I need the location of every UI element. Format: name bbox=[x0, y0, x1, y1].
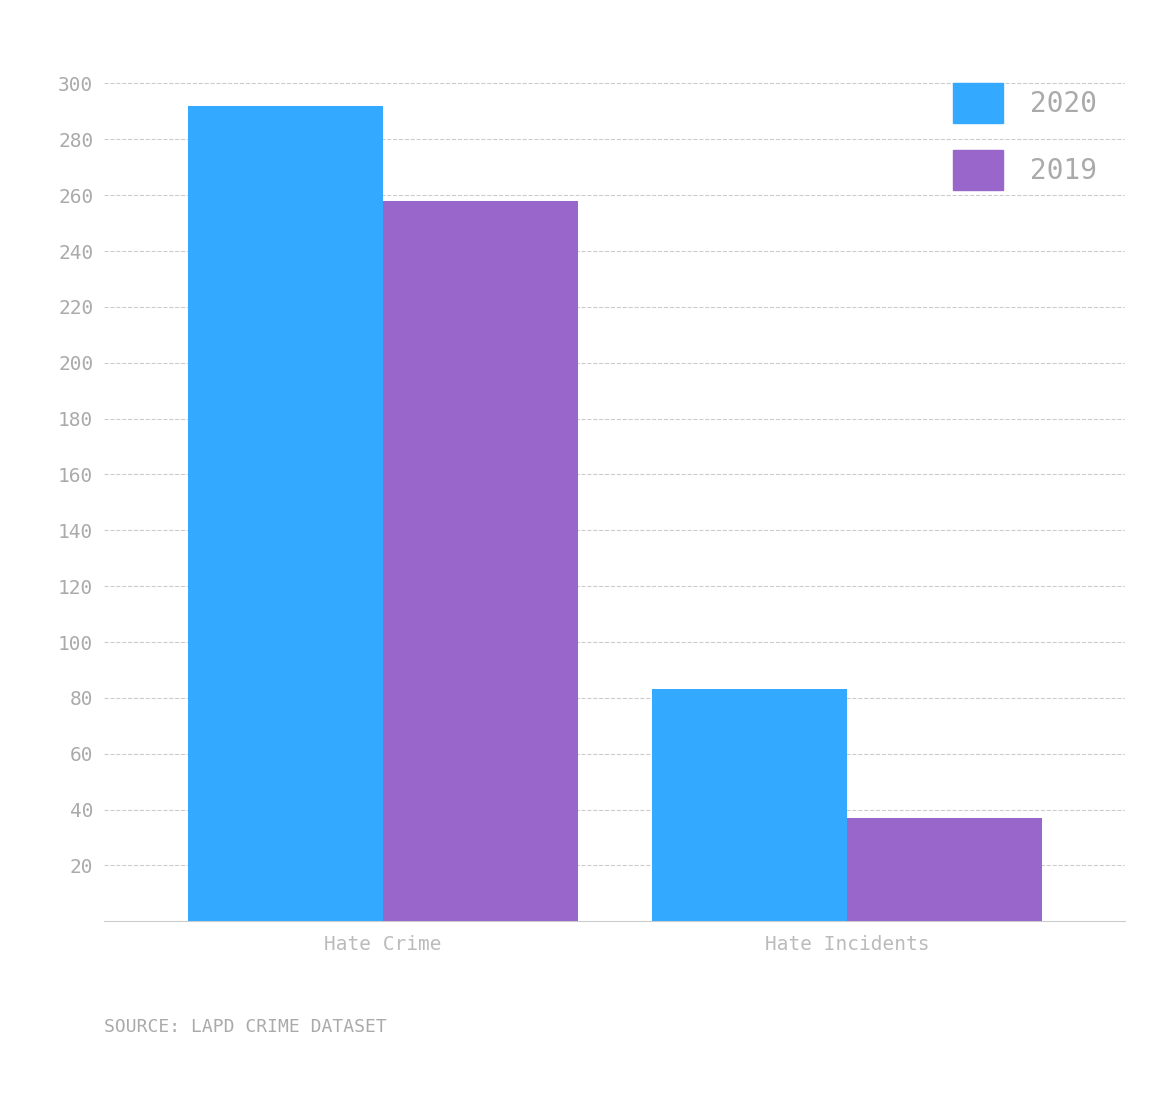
Bar bbox=[383, 201, 578, 921]
Text: SOURCE: LAPD CRIME DATASET: SOURCE: LAPD CRIME DATASET bbox=[104, 1018, 387, 1037]
Legend: 2020, 2019: 2020, 2019 bbox=[938, 70, 1111, 203]
Bar bbox=[188, 105, 383, 921]
Bar bbox=[652, 689, 847, 921]
Bar bbox=[847, 818, 1042, 921]
